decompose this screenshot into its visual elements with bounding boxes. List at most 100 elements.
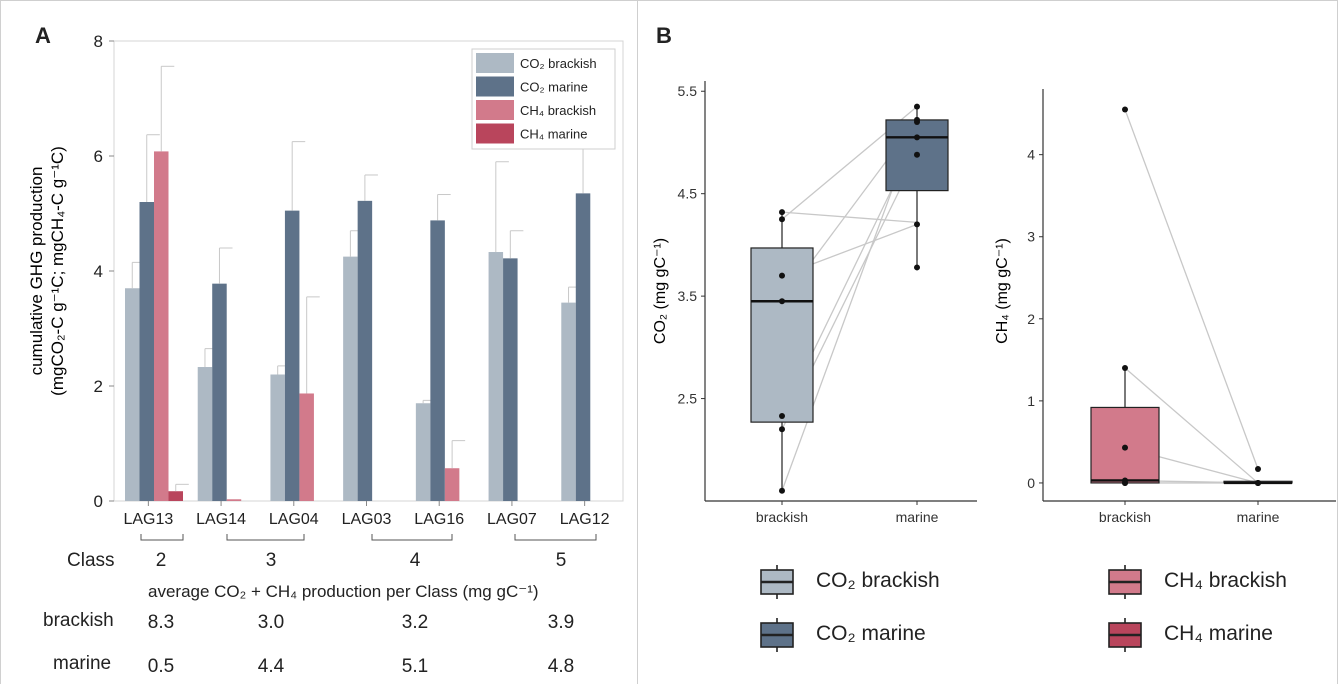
data-point: [914, 151, 920, 158]
y-tick-label: 4: [1027, 147, 1035, 163]
bar: [415, 403, 431, 501]
bars: [125, 65, 597, 501]
data-point: [779, 412, 785, 419]
marine-class-3: 4.4: [257, 656, 285, 677]
y-tick-label: 2: [94, 377, 103, 396]
data-point: [779, 298, 785, 305]
bar: [168, 491, 183, 501]
legend-label: CH₄ marine: [520, 127, 587, 142]
x-tick-label: brackish: [756, 509, 808, 525]
bar: [284, 210, 300, 501]
x-tick-label: LAG07: [487, 511, 537, 528]
marine-class-4: 5.1: [401, 656, 429, 677]
row-label-brackish: brackish: [43, 610, 114, 631]
class-label: Class: [67, 550, 115, 571]
ch4-boxplot: CH₄ (mg gC⁻¹) 0 1 2 3 4 brackish marine: [994, 89, 1336, 525]
bar: [343, 256, 358, 501]
data-point: [779, 209, 785, 216]
data-point: [1122, 365, 1128, 372]
x-tick-labels: LAG13 LAG14 LAG04 LAG03 LAG16 LAG07 LAG12: [123, 501, 610, 528]
legend-b-co2-marine: CO₂ marine: [816, 622, 926, 645]
row-label-marine: marine: [53, 653, 112, 674]
data-point: [779, 487, 785, 494]
y-tick-label: 4: [94, 262, 103, 281]
brackish-class-2: 8.3: [147, 612, 175, 633]
bar: [139, 202, 154, 501]
pair-line: [1124, 109, 1259, 470]
data-point: [914, 264, 920, 271]
pair-line: [1124, 367, 1259, 484]
class-bracket: [514, 534, 597, 541]
x-tick-label: marine: [1237, 509, 1280, 525]
bar-chart: cumulative GHG production (mgCO₂-C g⁻¹C;…: [27, 32, 624, 541]
bar: [561, 302, 576, 501]
ch4-y-axis-label: CH₄ (mg gC⁻¹): [994, 238, 1011, 344]
axes: 0 2 4 6 8: [94, 32, 624, 511]
legend-b-co2-brackish: CO₂ brackish: [816, 569, 940, 592]
y-tick-label: 5.5: [678, 83, 698, 99]
y-tick-label: 0: [1027, 475, 1035, 491]
bar: [444, 468, 460, 501]
table-caption: average CO₂ + CH₄ production per Class (…: [148, 582, 539, 601]
brackish-class-3: 3.0: [257, 612, 285, 633]
box-plots: CO₂ (mg gC⁻¹) 2.5 3.5 4.5 5.5 brackish marine…: [652, 81, 1336, 525]
data-point: [1255, 479, 1261, 486]
panel-b: B CO₂ (mg gC⁻¹) 2.5 3.5 4.5 5.5 brackish mari…: [638, 0, 1338, 684]
data-point: [914, 103, 920, 110]
class-3: 3: [265, 550, 277, 571]
marine-class-5: 4.8: [547, 656, 575, 677]
bar: [299, 393, 314, 501]
legend-b-swatches: [760, 565, 1142, 652]
data-point: [914, 221, 920, 228]
y-axis-label: cumulative GHG production (mgCO₂-C g⁻¹C;…: [27, 146, 67, 396]
data-point: [1122, 477, 1128, 484]
y-tick-label: 3: [1027, 229, 1035, 245]
co2-y-axis-label: CO₂ (mg gC⁻¹): [652, 238, 669, 344]
y-tick-label: 2.5: [678, 391, 698, 407]
panel-a: A cumulative GHG production (mgCO₂-C g⁻¹…: [0, 0, 638, 684]
x-tick-label: LAG16: [414, 511, 464, 528]
legend: CO₂ brackish CO₂ marine CH₄ brackish CH₄ ma…: [471, 48, 616, 150]
legend-swatch-ch4-brackish: [1108, 565, 1142, 599]
y-axis-label-line1: cumulative GHG production: [27, 167, 46, 376]
x-tick-label: LAG12: [560, 511, 610, 528]
legend-b-ch4-marine: CH₄ marine: [1164, 622, 1273, 645]
legend-label: CH₄ brackish: [520, 103, 596, 118]
legend-label: CO₂ brackish: [520, 56, 597, 71]
panel-a-letter: A: [35, 23, 51, 48]
data-point: [779, 216, 785, 223]
x-tick-label: marine: [896, 509, 939, 525]
legend-label: CO₂ marine: [520, 80, 588, 95]
class-bracket: [226, 534, 305, 541]
x-tick-label: LAG14: [196, 511, 246, 528]
bar: [125, 288, 140, 501]
x-tick-label: LAG13: [123, 511, 173, 528]
legend-swatch: [476, 76, 514, 97]
bar: [575, 193, 591, 501]
y-tick-label: 6: [94, 147, 103, 166]
bar: [357, 200, 373, 501]
data-point: [1122, 444, 1128, 451]
x-tick-label: LAG04: [269, 511, 319, 528]
data-point: [1122, 106, 1128, 113]
bar: [430, 220, 445, 501]
brackish-class-4: 3.2: [401, 612, 429, 633]
legend-swatch: [476, 100, 514, 120]
y-tick-label: 1: [1027, 393, 1035, 409]
y-tick-label: 2: [1027, 311, 1035, 327]
legend-swatch-co2-brackish: [760, 565, 794, 599]
data-point: [914, 116, 920, 123]
pair-line: [781, 211, 918, 224]
y-tick-label: 8: [94, 32, 103, 51]
y-tick-label: 4.5: [678, 186, 698, 202]
legend-swatch: [476, 123, 514, 144]
class-5: 5: [555, 550, 567, 571]
data-point: [779, 426, 785, 433]
marine-class-2: 0.5: [147, 656, 175, 677]
legend-swatch-ch4-marine: [1108, 618, 1142, 652]
y-axis-label-line2: (mgCO₂-C g⁻¹C; mgCH₄-C g⁻¹C): [48, 146, 67, 396]
class-brackets: [140, 534, 597, 541]
y-tick-label: 0: [94, 492, 103, 511]
panel-b-letter: B: [656, 23, 672, 48]
x-tick-label: LAG03: [342, 511, 392, 528]
